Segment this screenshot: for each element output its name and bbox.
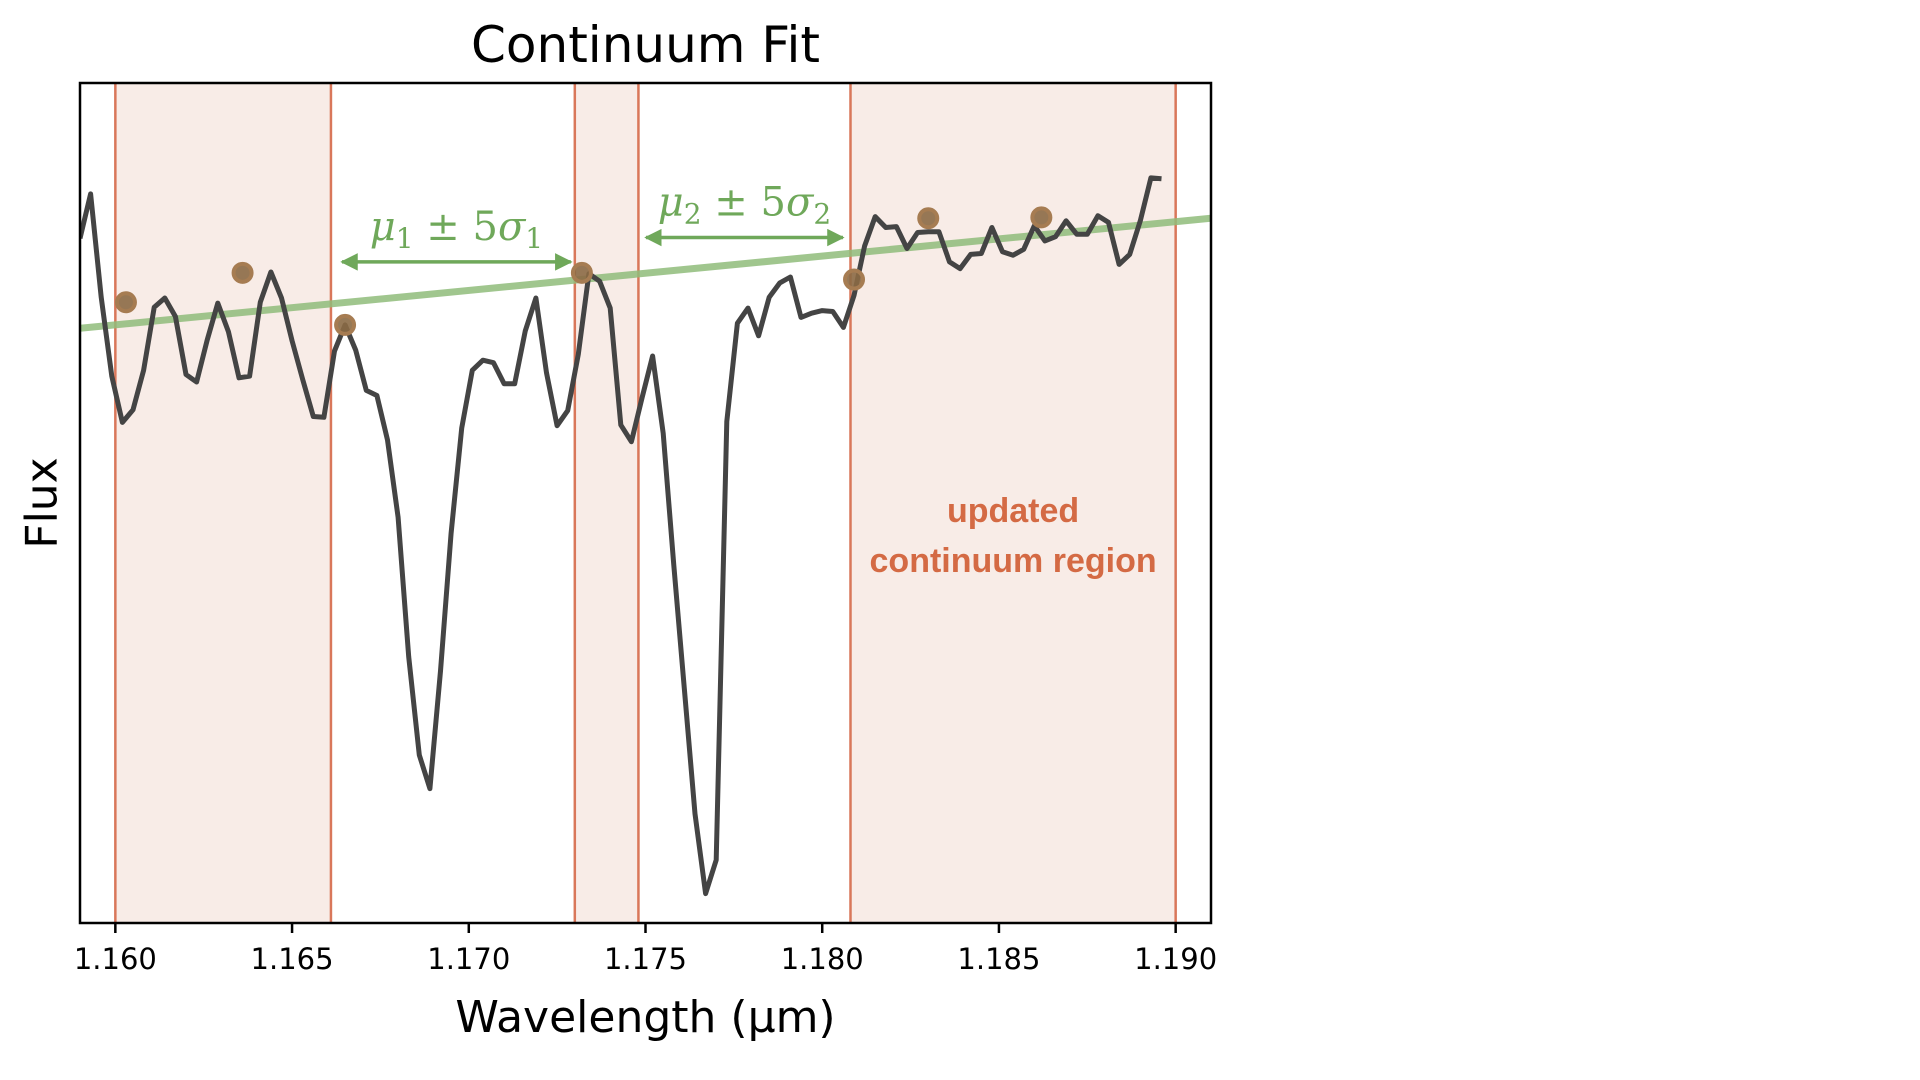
continuum-fit-line [80, 214, 1211, 332]
x-ticks: 1.160 1.165 1.170 1.175 1.180 1.185 1.190 [74, 923, 1217, 976]
continuum-point [570, 261, 593, 284]
x-tick-label: 1.185 [957, 942, 1040, 976]
region-boundaries [114, 83, 1177, 923]
x-tick-label: 1.165 [251, 942, 334, 976]
chart-title: Continuum Fit [471, 16, 820, 74]
continuum-point [843, 268, 866, 291]
shaded-regions [115, 83, 1176, 923]
continuum-point [114, 291, 137, 314]
x-tick-label: 1.170 [427, 942, 510, 976]
continuum-point [917, 207, 940, 230]
shaded-region-2 [574, 83, 639, 923]
fit-line-layer [80, 214, 1211, 332]
region-label-line-1: updated [947, 492, 1079, 530]
continuum-points [114, 206, 1053, 336]
continuum-point [1030, 206, 1053, 229]
continuum-point [231, 261, 254, 284]
annotations: μ1 ± 5σ1 μ2 ± 5σ2 [340, 180, 845, 271]
annotation-label-2: μ2 ± 5σ2 [658, 180, 831, 231]
shaded-region-1 [115, 83, 331, 923]
spectrum-layer [80, 175, 1162, 897]
spectrum-line [80, 175, 1162, 897]
x-axis-label: Wavelength (μm) [455, 992, 835, 1043]
x-tick-label: 1.160 [74, 942, 157, 976]
y-axis-label: Flux [17, 457, 68, 548]
annotation-label-1: μ1 ± 5σ1 [370, 204, 543, 255]
x-tick-label: 1.175 [604, 942, 687, 976]
shaded-region-3 [850, 83, 1176, 923]
x-tick-label: 1.190 [1134, 942, 1217, 976]
region-label-line-2: continuum region [870, 542, 1157, 580]
x-tick-label: 1.180 [781, 942, 864, 976]
continuum-point [334, 313, 357, 336]
